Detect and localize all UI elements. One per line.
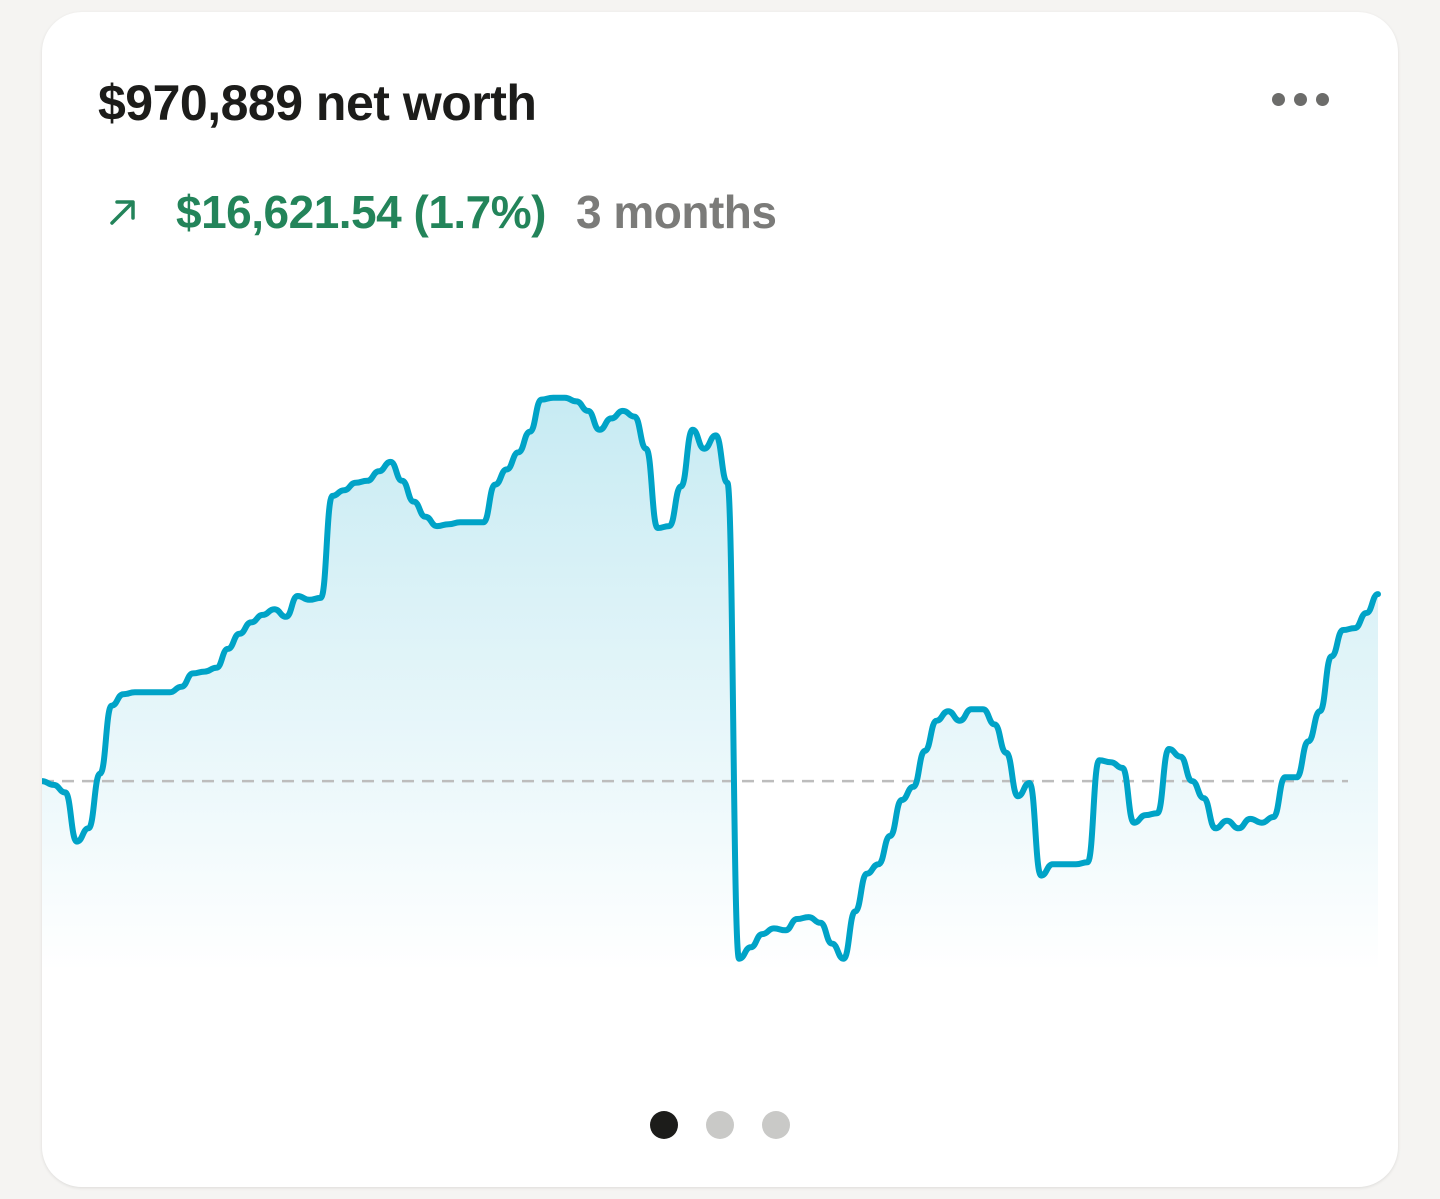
pager-dot-3[interactable] (762, 1111, 790, 1139)
more-horizontal-icon-dot (1293, 92, 1307, 106)
net-worth-change: $16,621.54 (1.7%) 3 months (108, 186, 777, 238)
more-options-button[interactable] (1260, 84, 1340, 114)
carousel-pager (650, 1111, 790, 1139)
net-worth-chart (42, 394, 1381, 972)
more-horizontal-icon (1271, 92, 1285, 106)
net-worth-title: $970,889 net worth (98, 75, 537, 131)
change-amount: $16,621.54 (1.7%) (176, 186, 547, 238)
net-worth-card[interactable]: $970,889 net worth $16,621.54 (1.7%) 3 m… (42, 12, 1398, 1187)
chart-line-series (42, 394, 1381, 962)
change-period: 3 months (576, 186, 777, 238)
more-horizontal-icon-dot (1315, 92, 1329, 106)
pager-dot-2[interactable] (706, 1111, 734, 1139)
chart-area-fill (42, 397, 1378, 972)
arrow-up-right-icon (110, 200, 135, 225)
pager-dot-1[interactable] (650, 1111, 678, 1139)
